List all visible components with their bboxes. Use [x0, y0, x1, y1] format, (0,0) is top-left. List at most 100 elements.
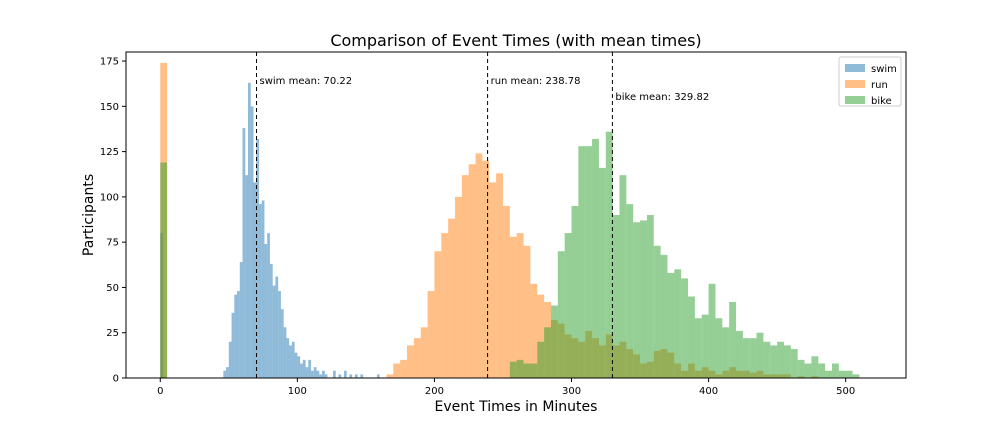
bar-swim	[294, 352, 298, 378]
y-axis-label: Participants	[81, 174, 97, 256]
bar-swim	[264, 243, 268, 378]
plot-frame	[125, 51, 907, 379]
bar-swim	[311, 370, 314, 378]
bar-run	[427, 291, 435, 378]
y-tick-label: 25	[106, 328, 119, 339]
x-tick-label: 400	[699, 386, 718, 397]
bars-layer	[160, 62, 860, 379]
bar-bike	[701, 314, 709, 378]
bar-swim	[289, 345, 292, 378]
bar-swim	[338, 374, 342, 378]
bar-swim	[228, 341, 232, 378]
bar-swim	[300, 363, 303, 378]
y-tick-label: 50	[106, 283, 119, 294]
bar-swim	[308, 359, 312, 378]
bar-bike	[681, 278, 689, 378]
bar-swim	[280, 309, 284, 378]
bar-swim	[242, 128, 246, 378]
bar-bike	[811, 356, 819, 378]
bar-bike	[845, 370, 853, 378]
y-tick-label: 75	[106, 238, 119, 249]
mean-lines-layer: swim mean: 70.22 run mean: 238.78 bike mea…	[256, 52, 709, 378]
bar-swim	[305, 367, 309, 378]
bar-run	[454, 196, 462, 378]
bar-bike	[564, 233, 572, 378]
bar-swim	[269, 263, 273, 378]
legend-swatch-bike	[845, 96, 865, 104]
bar-swim	[354, 374, 358, 378]
bar-run	[489, 182, 497, 378]
bar-run	[475, 153, 483, 378]
bar-run	[509, 236, 517, 378]
bar-bike	[736, 330, 743, 378]
bar-swim	[291, 341, 295, 378]
bar-bike	[674, 269, 682, 378]
bar-bike	[688, 296, 695, 378]
x-tick-label: 200	[425, 386, 444, 397]
bar-swim	[248, 82, 251, 379]
bar-bike	[715, 318, 723, 378]
bar-swim	[272, 285, 276, 378]
bar-swim	[261, 200, 265, 378]
bar-bike	[516, 359, 524, 378]
bar-bike	[777, 341, 784, 378]
bar-swim	[332, 370, 336, 378]
bar-bike	[667, 272, 675, 378]
bar-swim	[245, 175, 249, 378]
bar-run	[468, 164, 476, 378]
bar-bike	[852, 374, 860, 378]
bar-bike	[544, 327, 551, 378]
bar-run	[448, 218, 455, 378]
bar-bike	[818, 363, 826, 378]
x-axis-label: Event Times in Minutes	[435, 399, 598, 415]
bar-bike	[633, 222, 641, 378]
bar-swim	[239, 262, 243, 378]
bar-bike	[571, 205, 579, 378]
x-tick-label: 300	[562, 386, 581, 397]
bar-bike	[660, 254, 668, 378]
y-tick-label: 150	[100, 102, 119, 113]
bar-swim	[237, 291, 240, 378]
bar-bike	[530, 363, 538, 378]
bar-bike	[756, 332, 764, 378]
bar-bike	[770, 345, 778, 378]
x-axis-ticks: 0 100 200 300 400 500	[157, 378, 855, 397]
bar-bike	[783, 345, 791, 378]
mean-label: swim mean: 70.22	[260, 76, 353, 87]
bar-bike	[612, 215, 620, 378]
bar-bike	[722, 327, 730, 378]
bar-swim	[316, 370, 320, 378]
bar-bike	[825, 370, 832, 378]
y-tick-label: 0	[113, 374, 119, 385]
bar-swim	[324, 374, 328, 378]
bar-bike	[804, 363, 812, 378]
bar-swim	[297, 356, 301, 378]
bar-bike	[537, 341, 545, 378]
bar-run	[413, 338, 421, 378]
bar-bike	[694, 318, 702, 378]
bar-swim	[258, 204, 262, 378]
bar-bike	[729, 301, 737, 378]
bar-swim	[343, 370, 347, 378]
x-tick-label: 500	[836, 386, 855, 397]
legend-label-run: run	[871, 80, 888, 91]
bar-run	[523, 245, 531, 378]
bar-swim	[360, 374, 364, 378]
y-tick-label: 175	[100, 57, 119, 68]
bar-bike	[797, 359, 805, 378]
bar-swim	[302, 359, 306, 378]
bar-run	[400, 359, 408, 378]
bar-swim	[267, 233, 270, 378]
bar-bike	[509, 361, 517, 378]
bar-run	[434, 251, 442, 378]
bar-swim	[231, 312, 235, 378]
bar-run	[530, 283, 538, 378]
bar-swim	[322, 370, 325, 378]
bar-bike	[749, 338, 757, 378]
x-tick-label: 100	[288, 386, 307, 397]
bar-swim	[319, 374, 323, 378]
bar-swim	[234, 294, 238, 378]
legend-label-swim: swim	[871, 64, 897, 75]
bar-swim	[313, 367, 317, 378]
